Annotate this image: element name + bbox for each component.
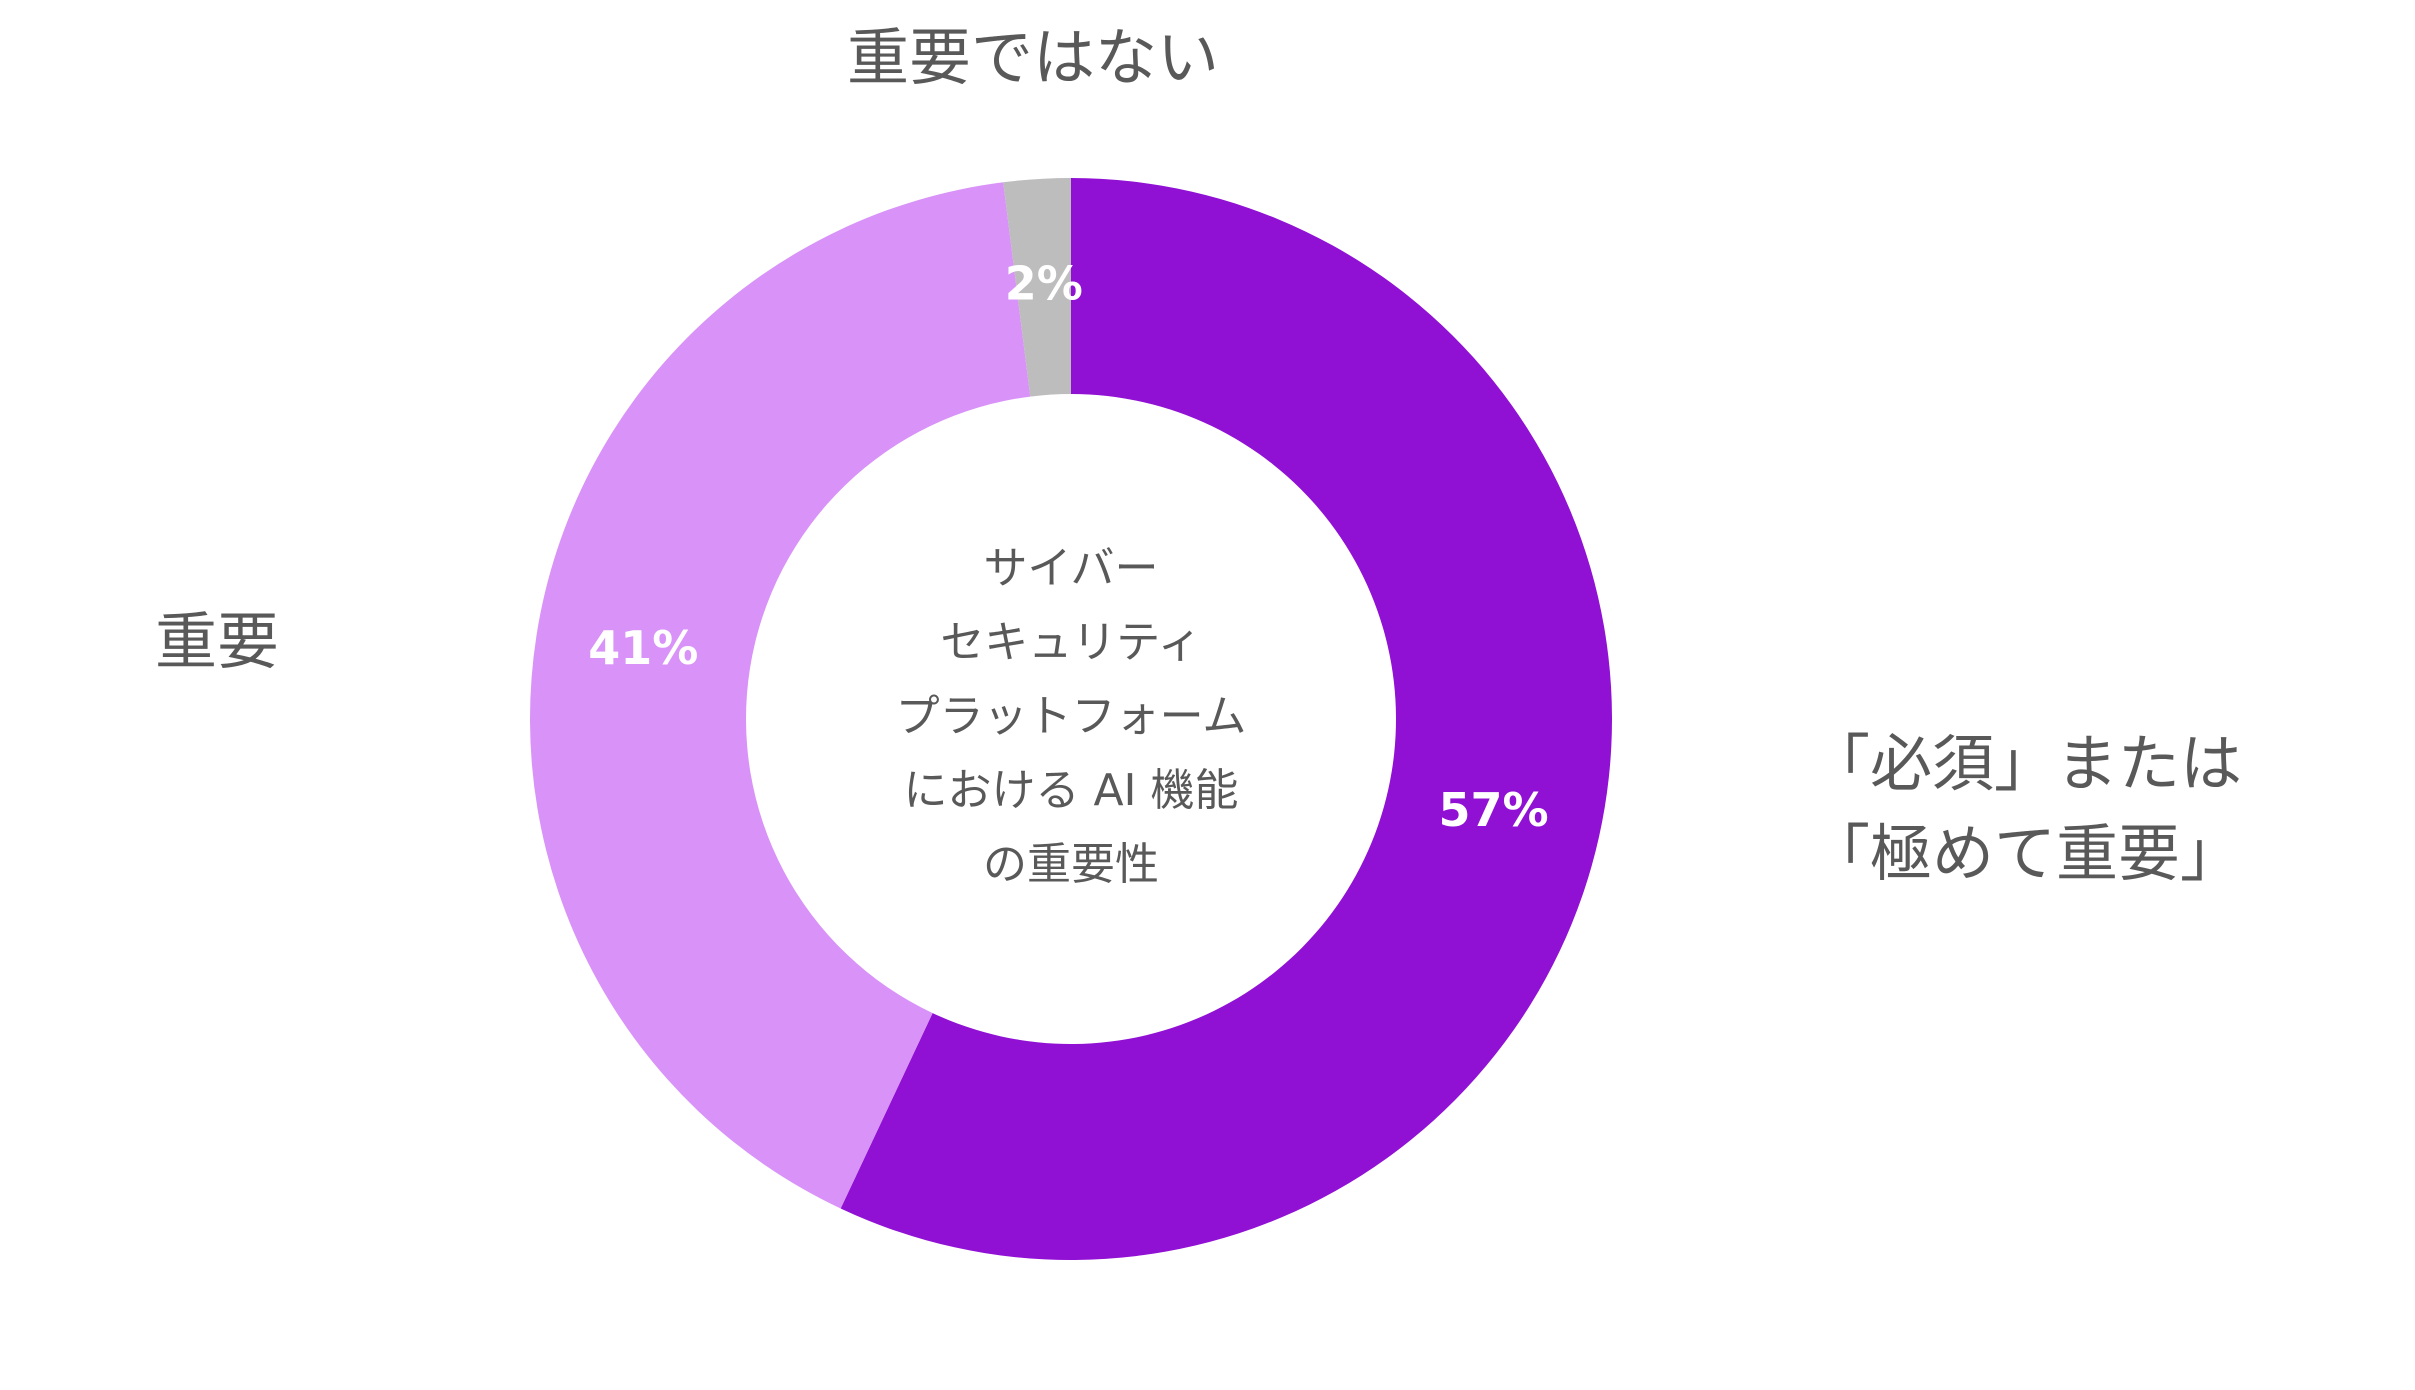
category-label: 重要 xyxy=(155,605,279,678)
center-title: の重要性 xyxy=(983,839,1159,890)
category-label: 重要ではない xyxy=(847,21,1219,94)
value-label: 2% xyxy=(1005,256,1083,310)
center-title: サイバー xyxy=(983,543,1158,594)
donut-segment xyxy=(529,182,1031,1209)
category-label: 「必須」または「極めて重要」 xyxy=(1808,727,2242,890)
center-title: プラットフォーム xyxy=(896,691,1247,742)
value-label: 57% xyxy=(1439,783,1549,837)
center-title: における AI 機能 xyxy=(903,765,1238,816)
value-label: 41% xyxy=(588,621,698,675)
donut-segment xyxy=(840,178,1613,1260)
donut-segment xyxy=(1003,178,1071,397)
center-title: セキュリティ xyxy=(940,617,1201,668)
